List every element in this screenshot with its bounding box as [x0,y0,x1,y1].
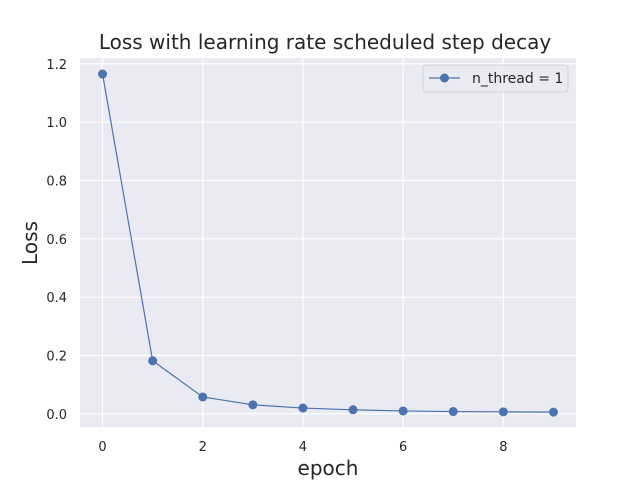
plot-area [80,58,576,427]
data-point-marker [348,405,358,415]
y-tick-label: 0.6 [46,233,67,248]
grid-lines [80,58,576,427]
x-tick-label: 6 [399,440,407,455]
data-point-marker [98,69,108,79]
x-tick-label: 0 [98,440,106,455]
data-point-marker [398,406,408,416]
x-axis-label: epoch [298,456,359,480]
y-tick-label: 1.0 [46,116,67,131]
legend-marker-swatch [440,73,449,83]
y-tick-label: 0.4 [46,291,67,306]
series-layer [98,69,558,417]
legend-box [422,64,569,93]
legend-label: n_thread = 1 [472,71,563,87]
y-tick-label: 1.2 [46,58,67,73]
y-axis-label: Loss [18,221,42,265]
data-point-marker [448,407,458,417]
x-tick-label: 2 [199,440,207,455]
legend: n_thread = 1 [422,64,569,93]
data-point-marker [498,407,508,417]
y-tick-label: 0.2 [46,350,67,365]
y-tick-label: 0.8 [46,175,67,190]
data-point-marker [298,403,308,413]
x-tick-label: 4 [299,440,307,455]
data-point-marker [248,400,258,410]
data-point-marker [548,407,558,417]
data-point-marker [148,356,158,366]
chart-title: Loss with learning rate scheduled step d… [99,30,551,54]
tick-labels: 0 2 4 6 8 0.0 0.2 0.4 0.6 0.8 1.0 1.2 [46,58,507,455]
y-tick-label: 0.0 [46,408,67,423]
x-tick-label: 8 [499,440,507,455]
series-line [101,73,554,413]
data-point-marker [198,392,208,402]
